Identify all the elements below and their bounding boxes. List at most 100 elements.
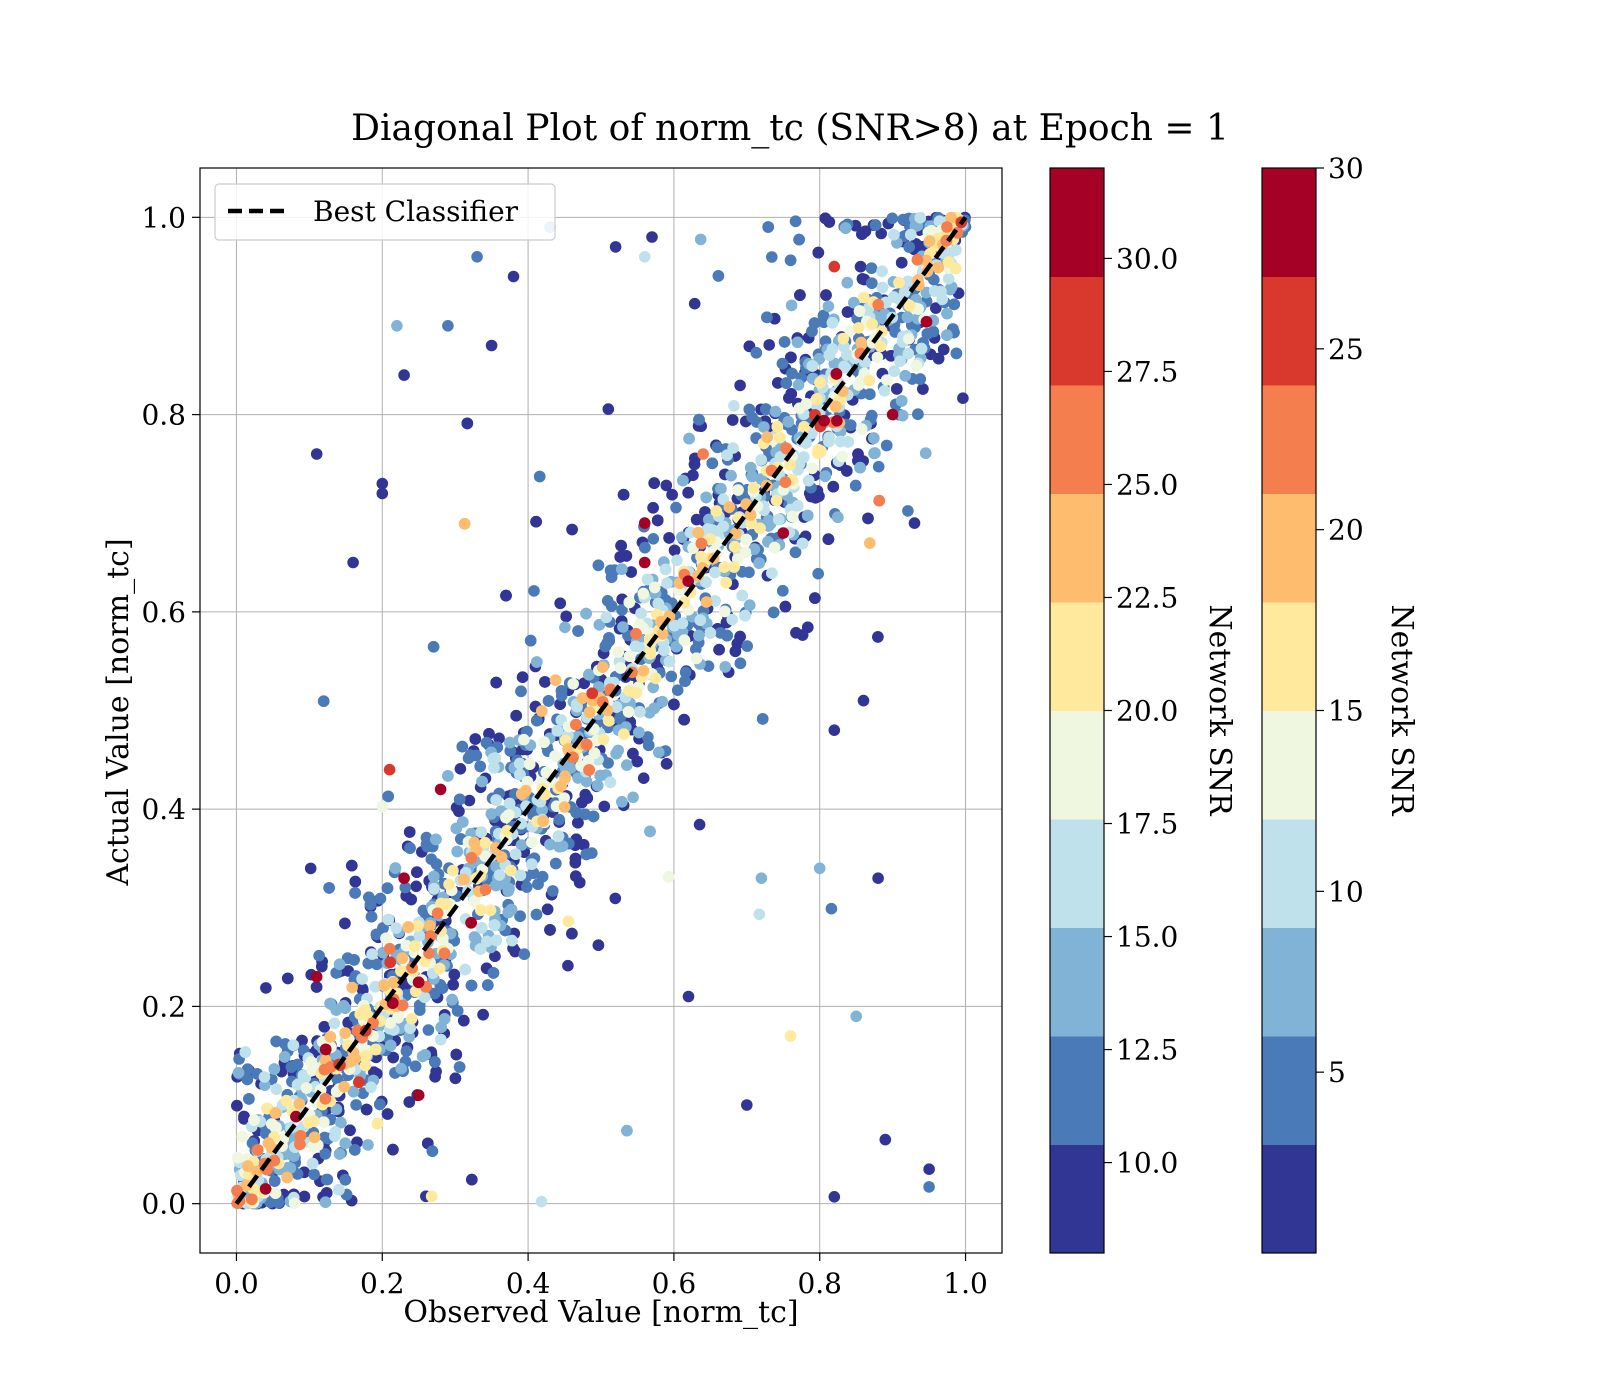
scatter-point: [779, 476, 792, 489]
scatter-point: [302, 1117, 315, 1129]
scatter-point: [531, 656, 543, 668]
scatter-point: [740, 533, 753, 546]
scatter-point: [458, 1014, 470, 1027]
scatter-point: [324, 1031, 337, 1043]
scatter-point: [678, 634, 691, 646]
scatter-point: [450, 1048, 463, 1061]
scatter-point: [313, 949, 325, 962]
scatter-point: [598, 800, 611, 813]
scatter-point: [428, 883, 440, 895]
scatter-point: [583, 764, 595, 776]
scatter-point: [822, 300, 835, 313]
scatter-point: [470, 749, 483, 762]
scatter-point: [410, 880, 423, 893]
scatter-point: [769, 405, 782, 418]
scatter-point: [872, 298, 884, 311]
scatter-point: [333, 1148, 346, 1160]
colorbar-snr-1: 10.0 12.5 15.0 17.5 20.0 22.5 25.0 27.5 30.0: [1049, 167, 1178, 1254]
scatter-point: [468, 836, 481, 849]
scatter-point: [459, 963, 472, 976]
scatter-point: [895, 395, 908, 407]
scatter-point: [639, 541, 651, 554]
scatter-point: [678, 713, 690, 726]
scatter-point: [820, 289, 832, 301]
scatter-point: [526, 858, 538, 870]
scatter-point: [828, 1191, 841, 1203]
scatter-point: [941, 329, 953, 342]
scatter-point: [880, 374, 893, 386]
scatter-point: [383, 943, 396, 955]
scatter-point: [484, 904, 497, 917]
scatter-point: [623, 684, 635, 697]
scatter-point: [346, 981, 358, 994]
scatter-point: [812, 443, 824, 456]
scatter-point: [615, 539, 627, 552]
scatter-point: [718, 561, 731, 573]
scatter-point: [886, 212, 899, 225]
scatter-point: [356, 983, 369, 995]
scatter-point: [859, 225, 872, 238]
scatter-point: [333, 958, 346, 971]
scatter-point: [382, 790, 395, 803]
scatter-point: [285, 1061, 298, 1073]
scatter-point: [902, 505, 914, 517]
scatter-point: [551, 725, 564, 737]
colorbar-tick-label: 15: [1328, 695, 1364, 728]
scatter-point: [360, 1050, 372, 1062]
scatter-point: [728, 400, 740, 412]
scatter-point: [857, 694, 870, 707]
scatter-point: [822, 533, 835, 545]
scatter-point: [521, 881, 533, 893]
scatter-point: [623, 596, 636, 609]
scatter-point: [490, 794, 503, 806]
scatter-point: [856, 273, 869, 285]
scatter-point: [320, 1173, 333, 1186]
scatter-point: [600, 611, 613, 624]
scatter-point: [778, 336, 791, 348]
scatter-point: [403, 826, 416, 838]
scatter-point: [844, 419, 857, 432]
scatter-point: [319, 1148, 332, 1160]
scatter-point: [780, 377, 793, 389]
scatter-point: [830, 368, 843, 380]
scatter-point: [634, 706, 646, 718]
scatter-point: [580, 738, 593, 751]
scatter-point: [893, 276, 905, 289]
scatter-point: [319, 1093, 332, 1105]
scatter-point: [768, 541, 781, 554]
colorbar-segment: [1050, 819, 1104, 928]
scatter-point: [848, 296, 860, 309]
scatter-point: [937, 343, 950, 356]
scatter-point: [241, 1063, 254, 1075]
scatter-point: [941, 307, 953, 320]
scatter-point: [762, 221, 774, 233]
scatter-point: [659, 563, 672, 576]
scatter-point: [422, 1024, 435, 1036]
scatter-point: [338, 1081, 351, 1093]
scatter-point: [374, 892, 387, 905]
scatter-point: [404, 842, 416, 854]
scatter-point: [756, 713, 769, 725]
scatter-point: [656, 695, 669, 708]
scatter-point: [700, 491, 712, 504]
scatter-point: [509, 848, 522, 860]
scatter-point: [914, 211, 927, 224]
scatter-point: [435, 1021, 448, 1033]
scatter-point: [489, 950, 501, 962]
scatter-point: [572, 625, 584, 637]
scatter-point: [826, 317, 839, 329]
scatter-point: [505, 903, 518, 916]
scatter-point: [231, 1099, 243, 1112]
scatter-point: [376, 477, 389, 490]
scatter-point: [776, 357, 789, 370]
scatter-point: [899, 370, 911, 382]
scatter-point: [453, 805, 465, 818]
scatter-point: [515, 839, 528, 851]
scatter-point: [260, 982, 272, 994]
scatter-point: [747, 482, 760, 494]
scatter-point: [687, 469, 699, 482]
scatter-point: [446, 993, 458, 1006]
scatter-point: [523, 758, 536, 770]
scatter-point: [376, 487, 389, 500]
scatter-point: [304, 862, 317, 875]
